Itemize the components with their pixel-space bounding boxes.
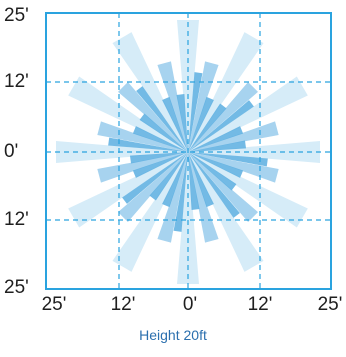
light-ray-inner bbox=[188, 96, 214, 152]
light-ray bbox=[177, 152, 199, 284]
light-ray-inner bbox=[139, 113, 188, 152]
light-ray bbox=[188, 32, 264, 152]
light-ray bbox=[188, 152, 264, 272]
light-ray bbox=[188, 81, 259, 152]
height-caption: Height 20ft bbox=[139, 327, 207, 343]
x-tick-left-12: 12' bbox=[110, 294, 136, 315]
x-tick-left-25: 25' bbox=[41, 294, 67, 315]
light-ray bbox=[112, 152, 188, 272]
light-ray-inner bbox=[176, 93, 188, 152]
grid-lines bbox=[46, 13, 331, 289]
light-ray bbox=[188, 152, 308, 228]
light-ray-inner bbox=[149, 152, 188, 201]
plot-frame bbox=[45, 12, 332, 290]
light-ray-inner bbox=[129, 152, 188, 164]
light-ray-inner bbox=[188, 152, 237, 191]
light-ray-inner bbox=[162, 96, 188, 152]
y-tick-upper-12: 12' bbox=[4, 71, 29, 92]
light-ray-inner bbox=[108, 137, 188, 152]
light-ray bbox=[68, 76, 188, 152]
light-ray bbox=[117, 152, 188, 223]
light-ray bbox=[117, 81, 188, 152]
light-ray bbox=[112, 32, 188, 152]
light-ray bbox=[188, 76, 308, 152]
light-ray-inner bbox=[136, 86, 188, 152]
light-ray-inner bbox=[188, 152, 200, 211]
light-ray-inner bbox=[188, 72, 203, 152]
light-ray-inner bbox=[188, 152, 240, 218]
x-tick-zero: 0' bbox=[182, 294, 198, 315]
y-tick-lower-12: 12' bbox=[4, 209, 29, 230]
light-ray-inner bbox=[188, 103, 227, 152]
y-tick-bottom-25: 25' bbox=[4, 277, 29, 298]
light-ray-inner bbox=[188, 152, 244, 178]
light-ray bbox=[68, 152, 188, 228]
y-tick-top-25: 25' bbox=[4, 5, 29, 26]
light-ray-inner bbox=[162, 152, 188, 208]
light-ray-inner bbox=[188, 152, 214, 208]
light-ray bbox=[188, 152, 259, 223]
light-ray-inner bbox=[132, 126, 188, 152]
light-ray-inner bbox=[188, 140, 247, 152]
light-ray-inner bbox=[188, 152, 268, 167]
y-tick-zero: 0' bbox=[4, 141, 19, 162]
light-ray-inner bbox=[188, 126, 244, 152]
x-tick-right-12: 12' bbox=[247, 294, 273, 315]
light-ray-inner bbox=[188, 100, 254, 152]
light-ray-inner bbox=[122, 152, 188, 204]
light-ray-inner bbox=[173, 152, 188, 232]
light-ray-inner bbox=[132, 152, 188, 178]
x-tick-right-25: 25' bbox=[317, 294, 343, 315]
